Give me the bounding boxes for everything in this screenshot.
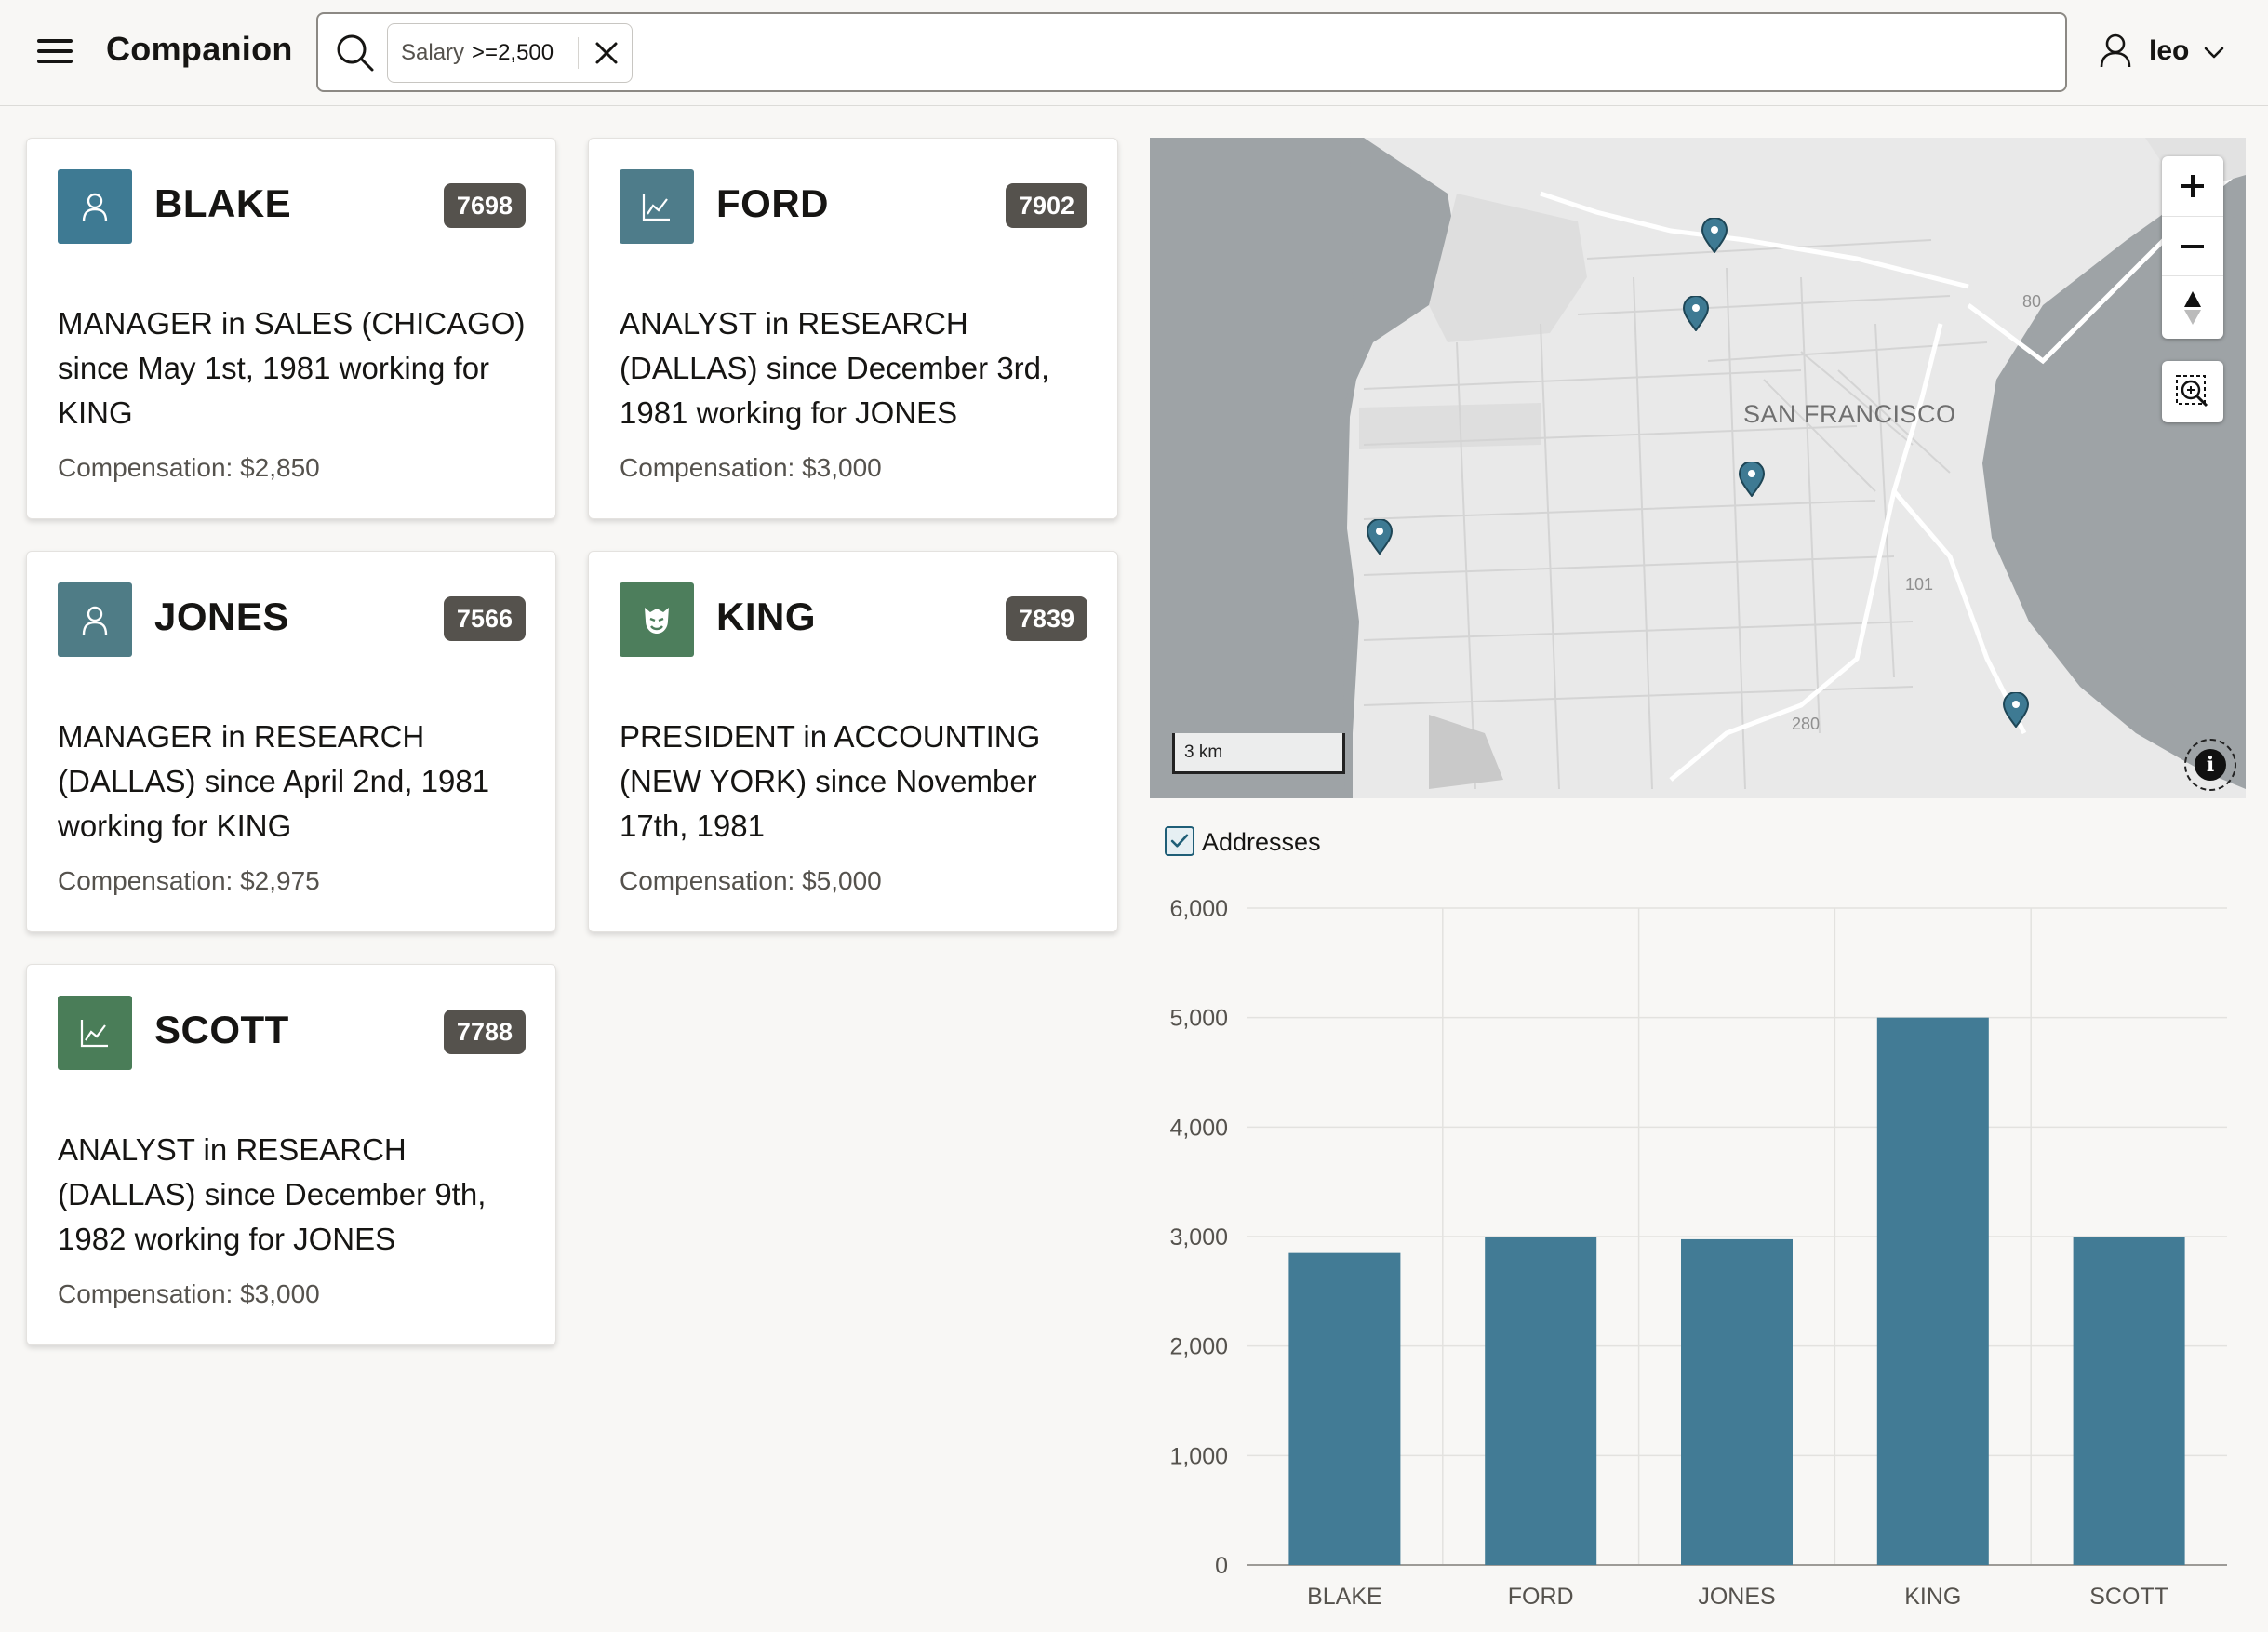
x-tick-label: SCOTT xyxy=(2089,1584,2168,1610)
x-tick-label: BLAKE xyxy=(1307,1584,1382,1610)
employee-avatar xyxy=(620,582,694,657)
x-tick-label: KING xyxy=(1904,1584,1961,1610)
employee-compensation: Compensation: $3,000 xyxy=(620,453,882,482)
compass-icon xyxy=(2184,290,2201,325)
bar-scott[interactable] xyxy=(2073,1237,2185,1565)
y-tick-label: 6,000 xyxy=(1169,896,1228,922)
x-tick-label: FORD xyxy=(1508,1584,1574,1610)
map-scale-label: 3 km xyxy=(1184,742,1223,762)
user-name: leo xyxy=(2149,35,2190,66)
employee-description: ANALYST in RESEARCH (DALLAS) since Decem… xyxy=(58,1132,487,1256)
close-icon[interactable] xyxy=(587,33,626,73)
search-icon[interactable] xyxy=(333,31,378,75)
box-zoom-button[interactable] xyxy=(2162,361,2223,422)
employee-card-jones[interactable]: JONES 7566 MANAGER in RESEARCH (DALLAS) … xyxy=(26,551,556,932)
map-marker-icon[interactable] xyxy=(1738,462,1766,497)
employee-name: SCOTT xyxy=(154,1008,289,1051)
checkbox-checked-icon xyxy=(1165,826,1194,856)
employee-description: ANALYST in RESEARCH (DALLAS) since Decem… xyxy=(620,306,1050,430)
employee-id-badge: 7902 xyxy=(1005,183,1087,228)
highway-label-80: 80 xyxy=(2022,292,2042,311)
chevron-down-icon xyxy=(2204,47,2224,59)
map-view[interactable]: SAN FRANCISCO 80 101 280 3 km i xyxy=(1150,138,2246,798)
trend-chart-icon xyxy=(80,1020,108,1048)
map-marker-icon[interactable] xyxy=(1682,296,1710,331)
employee-avatar xyxy=(58,169,132,244)
highway-label-101: 101 xyxy=(1905,575,1934,594)
employee-compensation: Compensation: $3,000 xyxy=(58,1279,320,1308)
y-tick-label: 2,000 xyxy=(1169,1334,1228,1360)
employee-compensation: Compensation: $2,975 xyxy=(58,866,320,895)
employee-card-king[interactable]: KING 7839 PRESIDENT in ACCOUNTING (NEW Y… xyxy=(588,551,1118,932)
employee-card-ford[interactable]: FORD 7902 ANALYST in RESEARCH (DALLAS) s… xyxy=(588,138,1118,519)
chip-divider xyxy=(578,37,579,69)
addresses-checkbox-label: Addresses xyxy=(1202,828,1321,856)
hamburger-menu-icon[interactable] xyxy=(33,33,78,71)
employee-compensation: Compensation: $5,000 xyxy=(620,866,882,895)
map-marker-icon[interactable] xyxy=(1701,218,1728,253)
employee-id-badge: 7788 xyxy=(443,1010,526,1054)
filter-chip-label: Salary xyxy=(401,40,465,65)
bar-ford[interactable] xyxy=(1485,1237,1597,1565)
app-title: Companion xyxy=(106,30,293,68)
employee-avatar xyxy=(620,169,694,244)
employee-description: PRESIDENT in ACCOUNTING (NEW YORK) since… xyxy=(620,719,1041,843)
employee-avatar xyxy=(58,996,132,1070)
info-icon: i xyxy=(2195,749,2226,781)
user-icon xyxy=(2100,33,2131,68)
employee-name: FORD xyxy=(716,181,829,225)
map-marker-icon[interactable] xyxy=(2002,692,2030,728)
y-tick-label: 4,000 xyxy=(1169,1115,1228,1141)
user-menu[interactable]: leo xyxy=(2097,30,2236,76)
employee-name: BLAKE xyxy=(154,181,292,225)
zoom-in-button[interactable] xyxy=(2162,156,2223,216)
filter-chip-value: >=2,500 xyxy=(472,40,554,65)
employee-description: MANAGER in SALES (CHICAGO) since May 1st… xyxy=(58,306,526,430)
map-attribution-button[interactable]: i xyxy=(2184,739,2236,791)
map-marker-icon[interactable] xyxy=(1366,519,1394,555)
salary-bar-chart: 0 1,000 2,000 3,000 4,000 5,000 6,000 BLAKE FORD… xyxy=(1169,896,2227,1610)
employee-card-scott[interactable]: SCOTT 7788 ANALYST in RESEARCH (DALLAS) … xyxy=(26,964,556,1345)
zoom-out-button[interactable] xyxy=(2162,216,2223,275)
zoom-to-area-icon xyxy=(2176,375,2208,408)
highway-label-280: 280 xyxy=(1792,715,1821,733)
bar-king[interactable] xyxy=(1876,1017,1989,1565)
reset-north-button[interactable] xyxy=(2162,275,2223,339)
employee-name: KING xyxy=(716,595,816,638)
x-tick-label: JONES xyxy=(1698,1584,1775,1610)
person-icon xyxy=(82,606,108,635)
king-mask-icon xyxy=(645,608,669,634)
minus-icon xyxy=(2181,244,2204,248)
search-bar[interactable]: Salary >=2,500 xyxy=(316,12,2067,92)
trend-chart-icon xyxy=(642,194,670,221)
employee-id-badge: 7839 xyxy=(1005,596,1087,641)
person-icon xyxy=(82,193,108,222)
map-base-layer xyxy=(1150,138,2246,798)
employee-compensation: Compensation: $2,850 xyxy=(58,453,320,482)
y-tick-label: 0 xyxy=(1215,1553,1228,1579)
bar-jones[interactable] xyxy=(1681,1238,1793,1565)
employee-avatar xyxy=(58,582,132,657)
employee-card-blake[interactable]: BLAKE 7698 MANAGER in SALES (CHICAGO) si… xyxy=(26,138,556,519)
app-header: Companion Salary >=2,500 leo xyxy=(0,0,2268,106)
map-city-label: SAN FRANCISCO xyxy=(1743,400,1956,428)
employee-description: MANAGER in RESEARCH (DALLAS) since April… xyxy=(58,719,490,843)
map-scale-bar: 3 km xyxy=(1172,733,1345,774)
map-zoom-controls xyxy=(2162,156,2223,339)
addresses-checkbox[interactable]: Addresses xyxy=(1165,826,1369,860)
y-tick-label: 1,000 xyxy=(1169,1443,1228,1469)
employee-id-badge: 7698 xyxy=(443,183,526,228)
filter-chip-salary[interactable]: Salary >=2,500 xyxy=(387,23,633,83)
y-tick-label: 5,000 xyxy=(1169,1006,1228,1032)
employee-name: JONES xyxy=(154,595,289,638)
y-tick-label: 3,000 xyxy=(1169,1224,1228,1251)
employee-id-badge: 7566 xyxy=(443,596,526,641)
bar-blake[interactable] xyxy=(1288,1252,1401,1565)
plus-icon xyxy=(2181,175,2204,197)
